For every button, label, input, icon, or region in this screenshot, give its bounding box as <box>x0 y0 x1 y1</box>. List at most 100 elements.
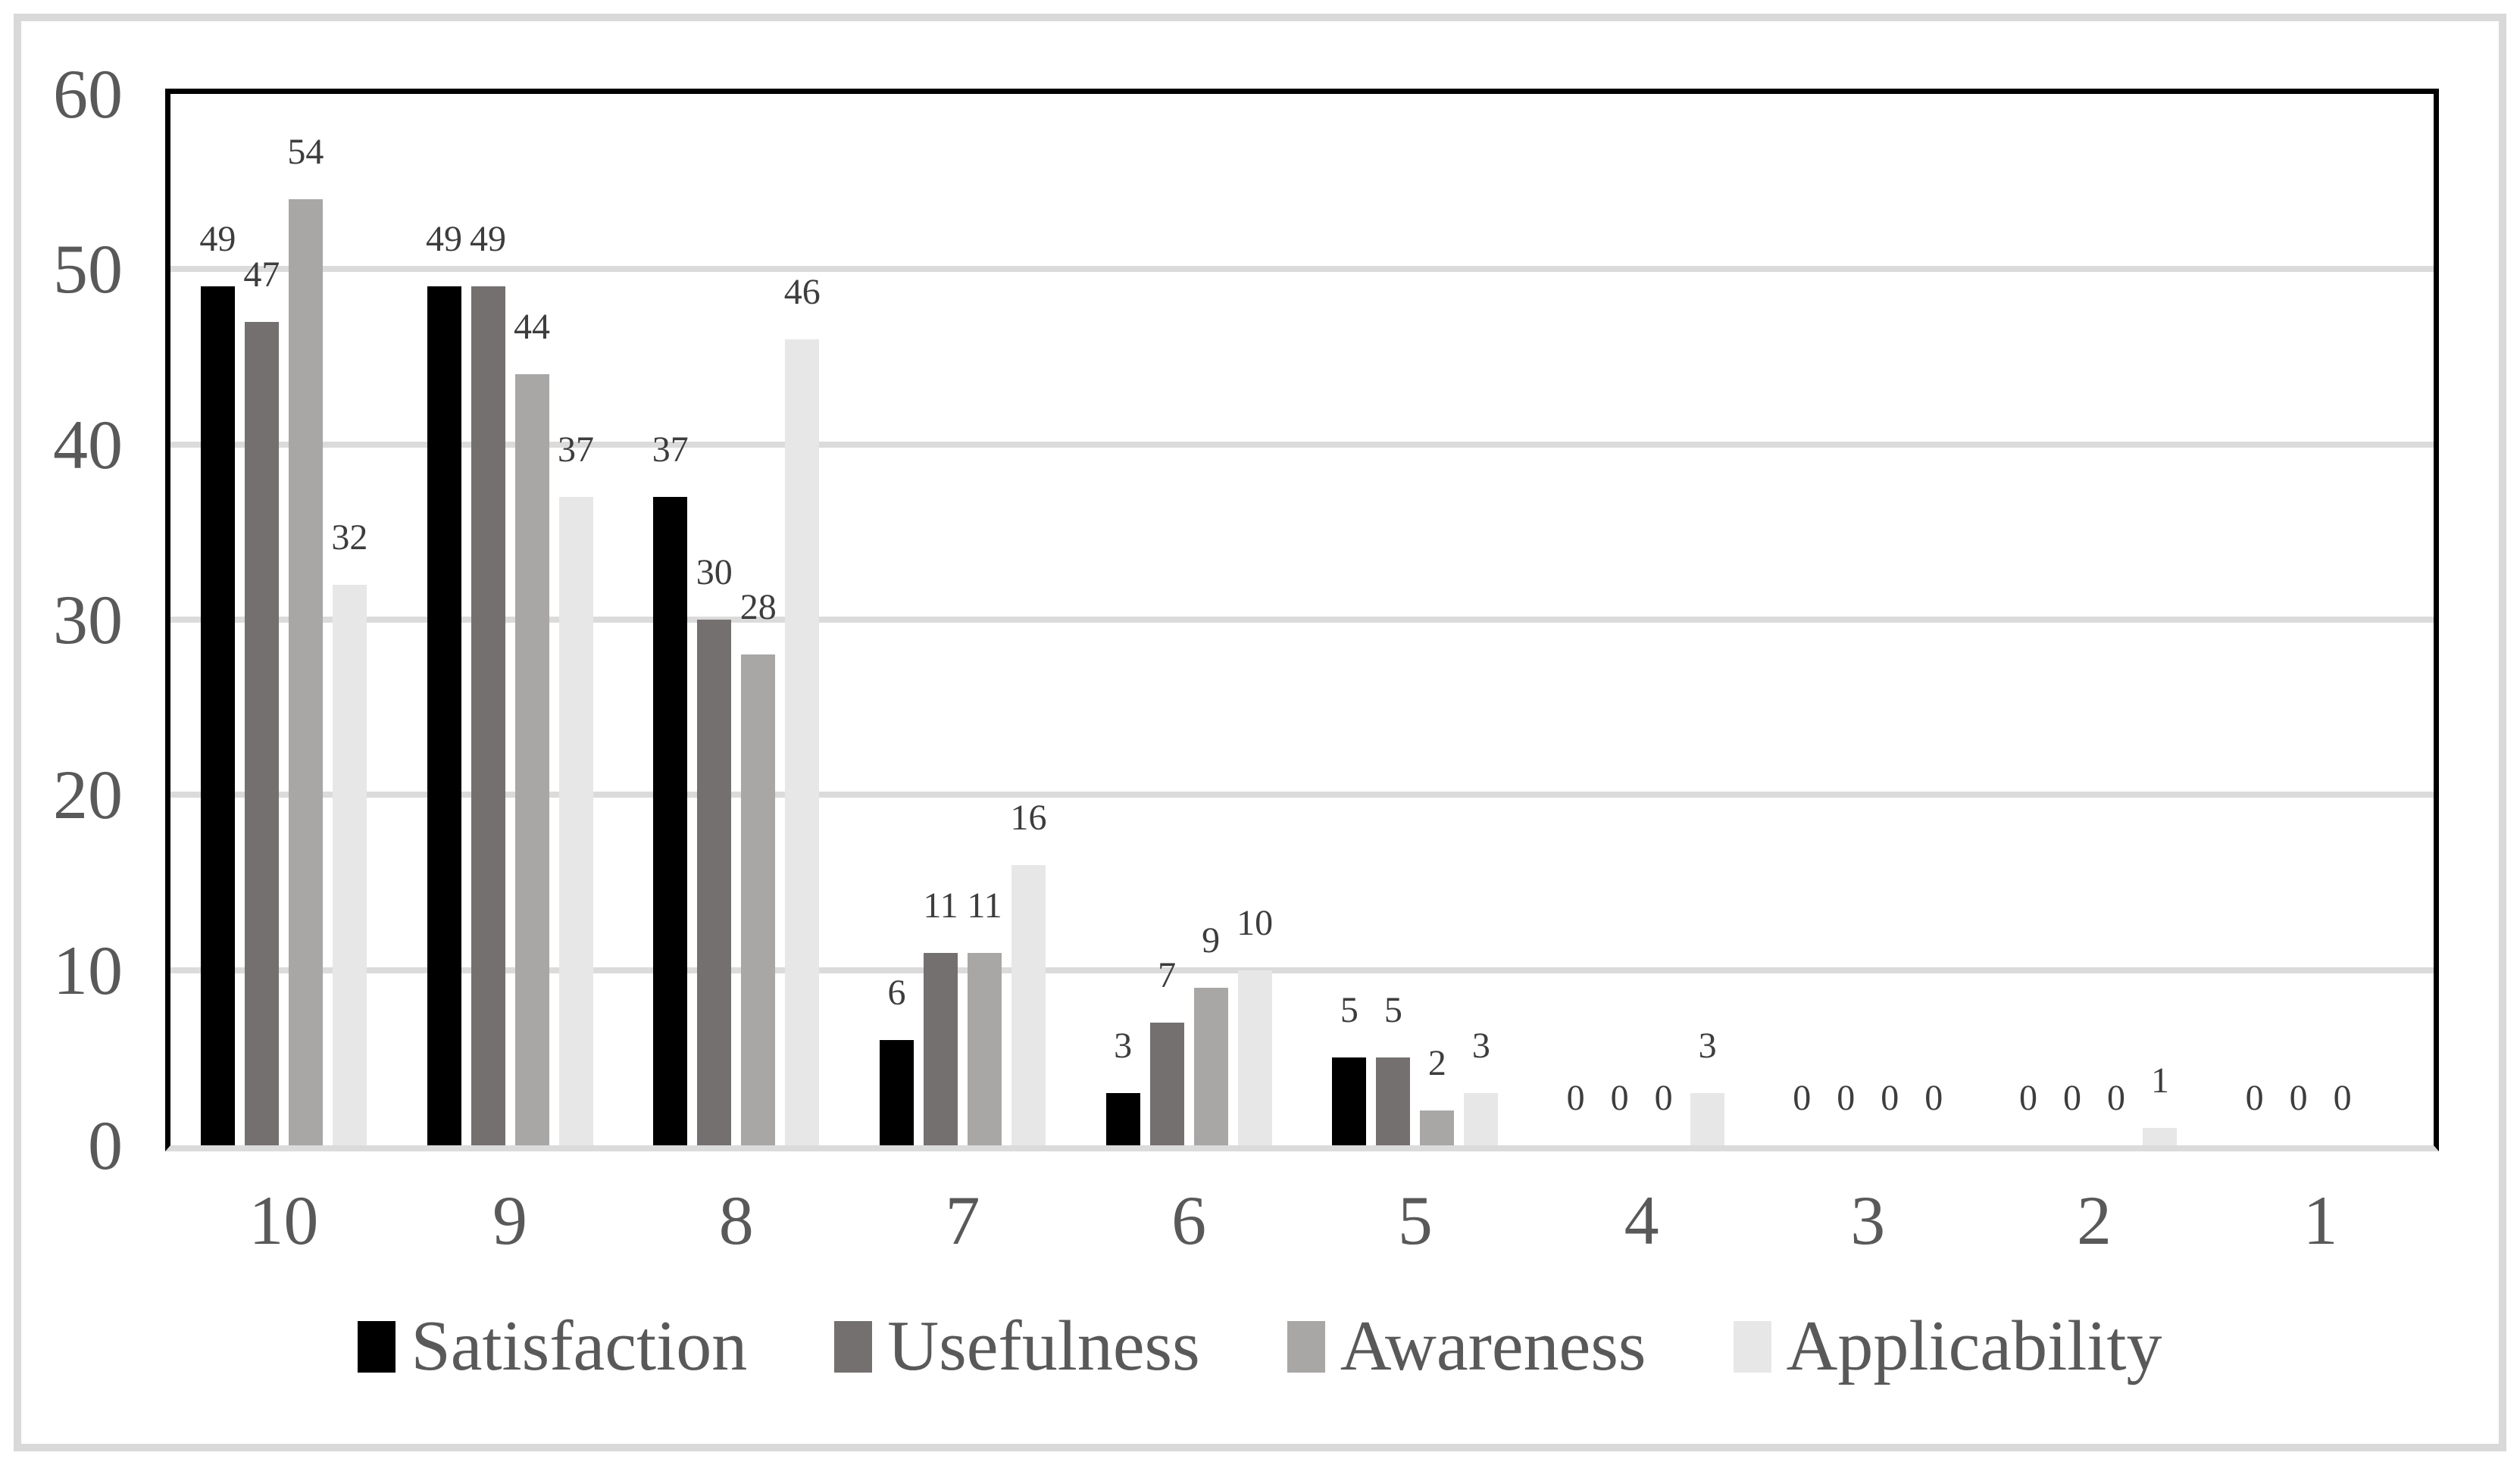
gridline-10 <box>170 967 2434 973</box>
bar-usefulness-6 <box>1149 1023 1184 1145</box>
x-axis-label-10: 10 <box>249 1182 319 1259</box>
value-label-awareness-8: 28 <box>739 587 777 628</box>
bar-group-6: 3 7 9 10 <box>1076 94 1302 1145</box>
y-tick-label-20: 20 <box>53 756 123 834</box>
bar-usefulness-10 <box>244 321 279 1145</box>
bar-group-10: 49 47 54 32 <box>170 94 397 1145</box>
legend-item-usefulness: Usefulness <box>834 1307 1200 1385</box>
y-tick-label-40: 40 <box>53 405 123 483</box>
legend-swatch-satisfaction <box>358 1320 396 1373</box>
legend-item-applicability: Applicability <box>1733 1307 2162 1385</box>
value-label-usefulness-8: 30 <box>696 552 733 592</box>
gridline-20 <box>170 792 2434 798</box>
bar-slot-applicability-9: 37 <box>558 94 595 1145</box>
bar-satisfaction-7 <box>879 1040 914 1145</box>
value-label-usefulness-9: 49 <box>470 219 507 260</box>
x-axis-label-3: 3 <box>1850 1182 1886 1259</box>
value-label-usefulness-10: 47 <box>243 254 280 295</box>
bar-slot-applicability-10: 32 <box>331 94 367 1145</box>
x-axis-label-5: 5 <box>1397 1182 1433 1259</box>
bar-slot-applicability-1 <box>2369 94 2403 1145</box>
bar-slot-awareness-7: 11 <box>967 94 1002 1145</box>
bar-slot-satisfaction-5: 5 <box>1332 94 1367 1145</box>
bar-slot-applicability-8: 46 <box>784 94 821 1145</box>
value-label-awareness-4: 0 <box>1654 1078 1673 1118</box>
bar-awareness-9 <box>514 374 549 1145</box>
value-label-satisfaction-3: 0 <box>1793 1078 1812 1118</box>
bar-awareness-6 <box>1193 987 1228 1145</box>
value-label-awareness-2: 0 <box>2106 1078 2125 1118</box>
y-tick-label-60: 60 <box>53 55 123 133</box>
value-label-satisfaction-4: 0 <box>1566 1078 1585 1118</box>
x-axis-label-8: 8 <box>718 1182 754 1259</box>
legend-item-awareness: Awareness <box>1287 1307 1646 1385</box>
x-axis-label-4: 4 <box>1624 1182 1659 1259</box>
bar-applicability-10 <box>332 584 367 1145</box>
x-axis-label-7: 7 <box>945 1182 980 1259</box>
value-label-awareness-6: 9 <box>1202 920 1221 961</box>
bar-slot-awareness-4: 0 <box>1646 94 1681 1145</box>
bar-slot-satisfaction-8: 37 <box>652 94 689 1145</box>
y-tick-label-50: 50 <box>53 230 123 308</box>
gridline-30 <box>170 617 2434 623</box>
bar-slot-usefulness-8: 30 <box>696 94 733 1145</box>
legend-item-satisfaction: Satisfaction <box>358 1307 747 1385</box>
bar-applicability-4 <box>1690 1092 1725 1145</box>
bar-applicability-5 <box>1464 1092 1499 1145</box>
bar-usefulness-7 <box>923 952 958 1145</box>
bar-usefulness-9 <box>471 286 505 1145</box>
bar-group-7: 6 11 11 16 <box>849 94 1076 1145</box>
bar-awareness-10 <box>288 198 323 1145</box>
bar-groups: 49 47 54 32 49 49 44 37 37 30 28 46 6 11 11 16 3 7 9 10 5 5 2 3… <box>170 94 2434 1145</box>
y-tick-label-0: 0 <box>88 1107 123 1184</box>
bar-satisfaction-9 <box>427 286 461 1145</box>
bar-group-9: 49 49 44 37 <box>397 94 624 1145</box>
value-label-satisfaction-2: 0 <box>2018 1078 2037 1118</box>
value-label-applicability-4: 3 <box>1698 1025 1717 1066</box>
x-axis-label-6: 6 <box>1171 1182 1207 1259</box>
gridline-50 <box>170 266 2434 273</box>
bar-slot-applicability-5: 3 <box>1464 94 1499 1145</box>
value-label-awareness-10: 54 <box>287 131 324 172</box>
gridline-40 <box>170 441 2434 448</box>
x-axis-label-2: 2 <box>2076 1182 2112 1259</box>
value-label-satisfaction-7: 6 <box>887 973 906 1014</box>
value-label-satisfaction-1: 0 <box>2245 1078 2264 1118</box>
bar-slot-awareness-5: 2 <box>1420 94 1455 1145</box>
y-tick-label-30: 30 <box>53 581 123 658</box>
bar-slot-applicability-2: 1 <box>2143 94 2178 1145</box>
bar-slot-usefulness-7: 11 <box>923 94 958 1145</box>
value-label-satisfaction-9: 49 <box>426 219 463 260</box>
value-label-applicability-5: 3 <box>1471 1025 1490 1066</box>
bar-awareness-8 <box>741 654 776 1145</box>
y-tick-label-10: 10 <box>53 931 123 1009</box>
legend-label-usefulness: Usefulness <box>887 1307 1200 1385</box>
bar-slot-usefulness-10: 47 <box>243 94 280 1145</box>
value-label-applicability-3: 0 <box>1924 1078 1943 1118</box>
bar-slot-usefulness-9: 49 <box>470 94 507 1145</box>
value-label-applicability-9: 37 <box>558 430 595 470</box>
bar-slot-awareness-9: 44 <box>514 94 550 1145</box>
bar-slot-satisfaction-4: 0 <box>1559 94 1593 1145</box>
value-label-usefulness-1: 0 <box>2289 1078 2308 1118</box>
x-axis-label-1: 1 <box>2303 1182 2338 1259</box>
bar-slot-satisfaction-7: 6 <box>879 94 914 1145</box>
legend-label-applicability: Applicability <box>1786 1307 2162 1385</box>
x-axis: 10 9 8 7 6 5 4 3 2 1 <box>170 1179 2434 1262</box>
value-label-usefulness-2: 0 <box>2062 1078 2081 1118</box>
bar-slot-satisfaction-3: 0 <box>1785 94 1819 1145</box>
bar-satisfaction-5 <box>1332 1057 1367 1145</box>
bar-slot-awareness-1: 0 <box>2325 94 2359 1145</box>
bar-slot-satisfaction-1: 0 <box>2237 94 2271 1145</box>
plot-area: 49 47 54 32 49 49 44 37 37 30 28 46 6 11 11 16 3 7 9 10 5 5 2 3… <box>165 89 2439 1151</box>
value-label-applicability-6: 10 <box>1237 902 1274 943</box>
x-axis-label-9: 9 <box>492 1182 528 1259</box>
value-label-usefulness-7: 11 <box>923 885 958 926</box>
bar-group-8: 37 30 28 46 <box>623 94 849 1145</box>
bar-slot-awareness-2: 0 <box>2099 94 2133 1145</box>
value-label-usefulness-5: 5 <box>1383 990 1402 1031</box>
bar-applicability-8 <box>785 339 820 1145</box>
